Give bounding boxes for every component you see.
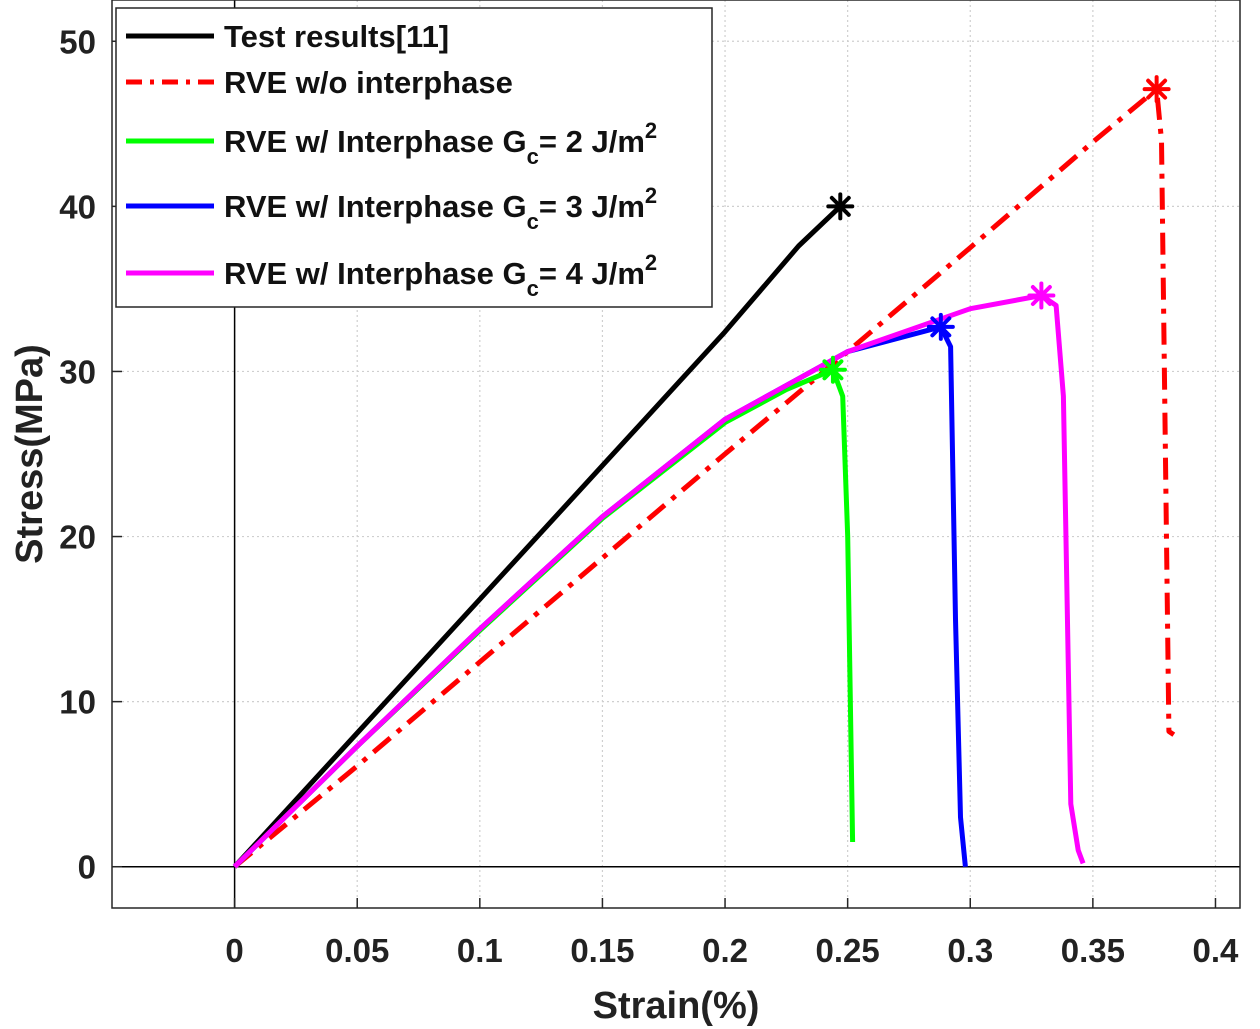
marker-stroke — [1030, 285, 1052, 306]
legend-label-3: RVE w/ Interphase Gc= 2 J/m2 — [224, 118, 657, 169]
legend-box — [115, 7, 713, 308]
y-axis-label: Stress(MPa) — [9, 344, 51, 564]
x-tick-label: 0.4 — [1193, 932, 1240, 969]
failure-marker-3 — [818, 355, 847, 384]
marker-stroke — [1146, 78, 1168, 100]
legend-label-4: RVE w/ Interphase Gc= 3 J/m2 — [224, 183, 657, 234]
tick-labels: 0 0.05 0.1 0.15 0.2 0.25 0.3 0.35 0.4 0 10 20 30 40 50 — [59, 23, 1239, 969]
failure-marker-5 — [1027, 281, 1056, 310]
x-tick-label: 0.35 — [1061, 932, 1125, 969]
marker-stroke — [930, 316, 952, 338]
y-tick-label: 20 — [59, 519, 96, 556]
y-tick-label: 50 — [59, 23, 96, 60]
legend-label-2: RVE w/o interphase — [224, 65, 513, 100]
failure-marker-4 — [926, 312, 955, 341]
legend: Test results[11] RVE w/o interphase RVE w/… — [115, 7, 713, 308]
series-group — [232, 86, 1176, 869]
plot-frame — [111, 0, 1241, 909]
series-line-1 — [232, 204, 843, 869]
legend-label-1: Test results[11] — [224, 19, 449, 54]
failure-marker-2 — [1142, 75, 1171, 104]
x-tick-label: 0.15 — [570, 932, 634, 969]
x-tick-label: 0 — [225, 932, 243, 969]
y-tick-label: 0 — [78, 849, 96, 886]
x-tick-label: 0.3 — [947, 932, 993, 969]
x-axis-label: Strain(%) — [593, 985, 760, 1027]
series-line-2 — [233, 86, 1176, 869]
legend-label-5: RVE w/ Interphase Gc= 4 J/m2 — [224, 250, 657, 301]
y-tick-label: 40 — [59, 188, 96, 225]
marker-group — [818, 75, 1171, 384]
marker-stroke — [822, 359, 844, 381]
y-tick-label: 10 — [59, 684, 96, 721]
x-tick-label: 0.1 — [457, 932, 503, 969]
x-tick-label: 0.05 — [325, 932, 389, 969]
failure-marker-1 — [826, 192, 855, 221]
marker-stroke — [829, 195, 851, 217]
series-line-5 — [232, 293, 1086, 869]
y-tick-label: 30 — [59, 353, 96, 390]
x-tick-label: 0.2 — [702, 932, 748, 969]
x-tick-label: 0.25 — [816, 932, 880, 969]
